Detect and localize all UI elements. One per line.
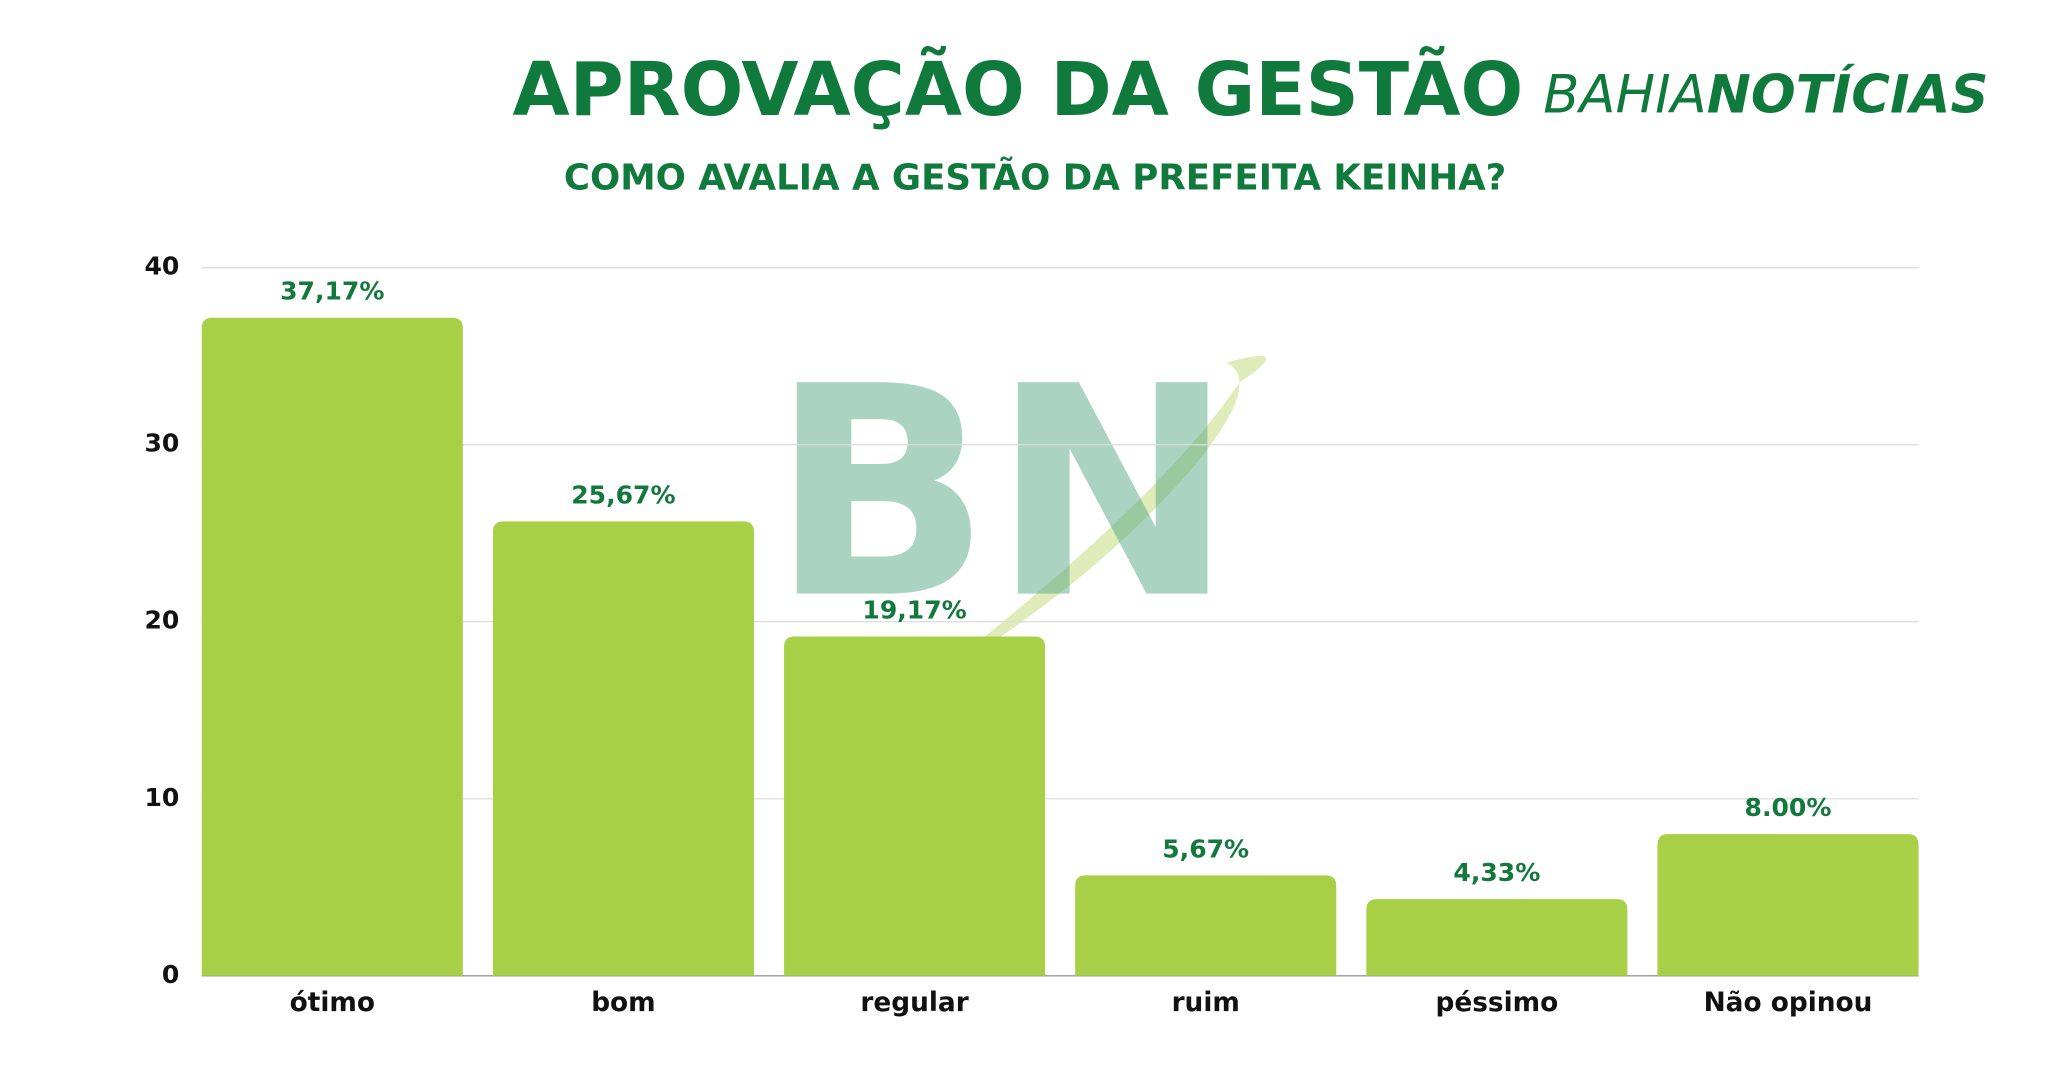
x-tick-label: Não opinou [1704, 988, 1873, 1018]
x-tick-label: péssimo [1435, 988, 1558, 1018]
y-tick-label: 30 [144, 429, 179, 458]
value-label: 19,17% [862, 595, 966, 624]
y-tick-label: 10 [144, 783, 179, 812]
chart-subtitle: COMO AVALIA A GESTÃO DA PREFEITA KEINHA? [564, 156, 1506, 198]
value-label: 5,67% [1162, 834, 1249, 863]
brand-light: BAHIA [1543, 64, 1707, 125]
x-tick-label: ótimo [290, 988, 375, 1018]
chart-title: APROVAÇÃO DA GESTÃO [513, 46, 1524, 133]
value-label: 8.00% [1745, 793, 1832, 822]
bar [1075, 875, 1337, 976]
x-tick-label: regular [860, 988, 968, 1018]
value-label: 25,67% [571, 480, 675, 509]
bar [1366, 899, 1628, 976]
value-label: 37,17% [280, 277, 384, 306]
value-label: 4,33% [1453, 858, 1540, 887]
x-tick-label: ruim [1172, 988, 1240, 1018]
brand-logo: BAHIANOTÍCIAS [1543, 62, 1988, 125]
watermark: BN [770, 326, 1234, 663]
bar [492, 521, 754, 976]
bar [784, 636, 1046, 976]
x-tick-label: bom [591, 988, 655, 1018]
y-tick-label: 40 [144, 252, 179, 281]
brand-bold: NOTÍCIAS [1707, 62, 1989, 125]
y-tick-label: 0 [162, 960, 179, 989]
bar [201, 317, 463, 976]
y-tick-label: 20 [144, 606, 179, 635]
bar [1657, 834, 1919, 976]
